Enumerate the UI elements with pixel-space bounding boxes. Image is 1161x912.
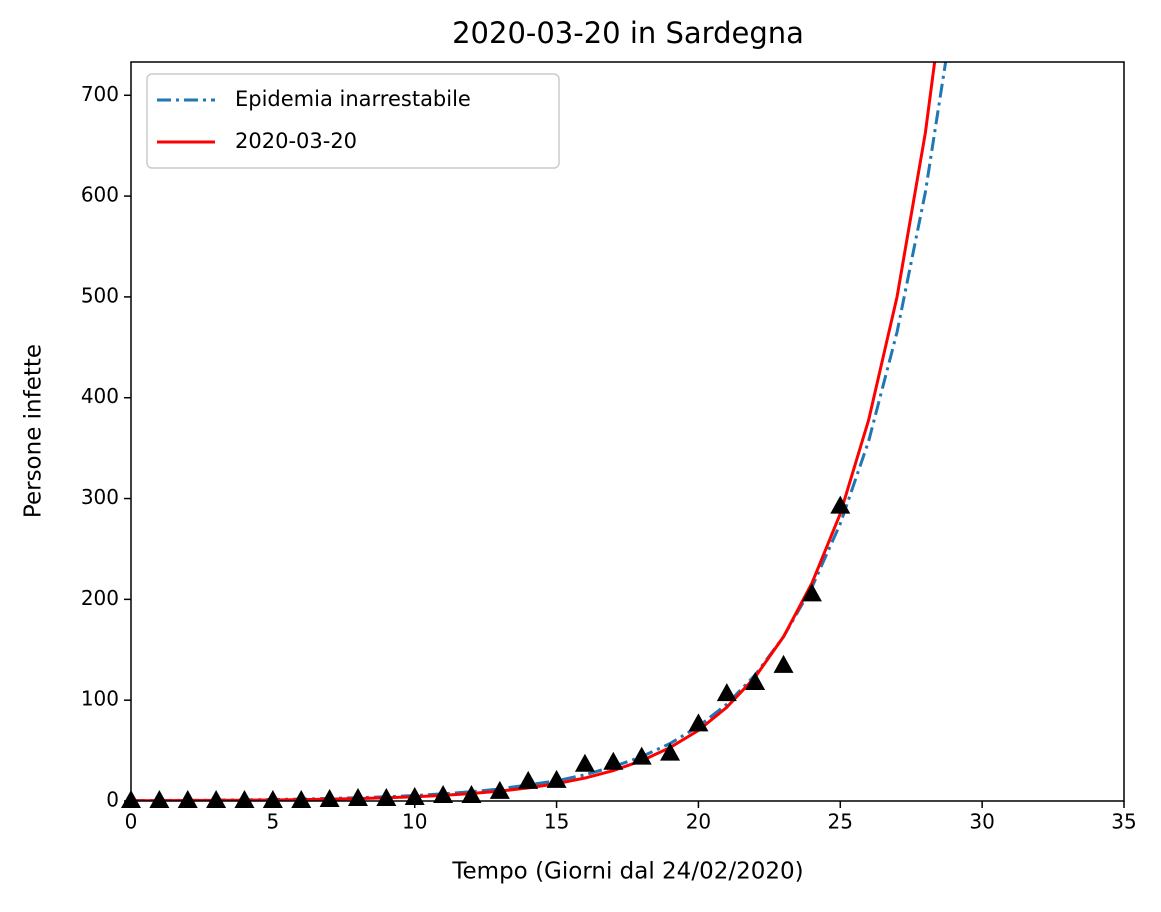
observed-marker bbox=[773, 654, 794, 673]
x-tick-label: 15 bbox=[544, 810, 569, 834]
y-tick-label: 700 bbox=[81, 82, 119, 106]
observed-marker bbox=[660, 742, 681, 761]
x-tick-label: 0 bbox=[125, 810, 138, 834]
observed-marker bbox=[291, 790, 312, 808]
plot-frame bbox=[130, 61, 1125, 802]
observed-marker bbox=[461, 784, 482, 803]
observed-marker bbox=[433, 784, 454, 803]
y-tick-label: 500 bbox=[81, 283, 119, 307]
observed-marker bbox=[830, 495, 851, 514]
observed-marker bbox=[518, 770, 539, 789]
y-tick-label: 400 bbox=[81, 384, 119, 408]
legend-label: Epidemia inarrestabile bbox=[235, 87, 471, 111]
observed-marker bbox=[206, 790, 227, 808]
x-tick-label: 5 bbox=[266, 810, 279, 834]
y-axis-label: Persone infette bbox=[21, 344, 47, 518]
y-tick-label: 0 bbox=[106, 788, 119, 812]
x-tick-label: 20 bbox=[686, 810, 711, 834]
x-tick-label: 10 bbox=[402, 810, 427, 834]
legend-label: 2020-03-20 bbox=[235, 129, 357, 153]
observed-marker bbox=[688, 713, 709, 732]
observed-marker bbox=[745, 672, 766, 691]
x-tick-label: 25 bbox=[828, 810, 853, 834]
observed-marker bbox=[716, 683, 737, 702]
observed-marker bbox=[149, 790, 170, 808]
y-tick-label: 600 bbox=[81, 183, 119, 207]
observed-marker bbox=[234, 790, 255, 808]
observed-marker bbox=[546, 769, 567, 788]
x-axis-label: Tempo (Giorni dal 24/02/2020) bbox=[451, 859, 803, 885]
x-tick-label: 35 bbox=[1111, 810, 1136, 834]
observed-marker bbox=[489, 780, 510, 799]
observed-marker bbox=[319, 788, 340, 807]
observed-marker bbox=[603, 751, 624, 770]
observed-marker bbox=[801, 583, 822, 602]
legend-box bbox=[146, 73, 560, 169]
observed-marker bbox=[262, 790, 283, 808]
y-tick-label: 300 bbox=[81, 485, 119, 509]
chart-title: 2020-03-20 in Sardegna bbox=[452, 16, 804, 50]
x-tick-label: 30 bbox=[969, 810, 994, 834]
observed-marker bbox=[631, 746, 652, 765]
y-tick-label: 200 bbox=[81, 586, 119, 610]
y-tick-label: 100 bbox=[81, 687, 119, 711]
observed-marker bbox=[177, 790, 198, 808]
observed-marker bbox=[574, 753, 595, 772]
